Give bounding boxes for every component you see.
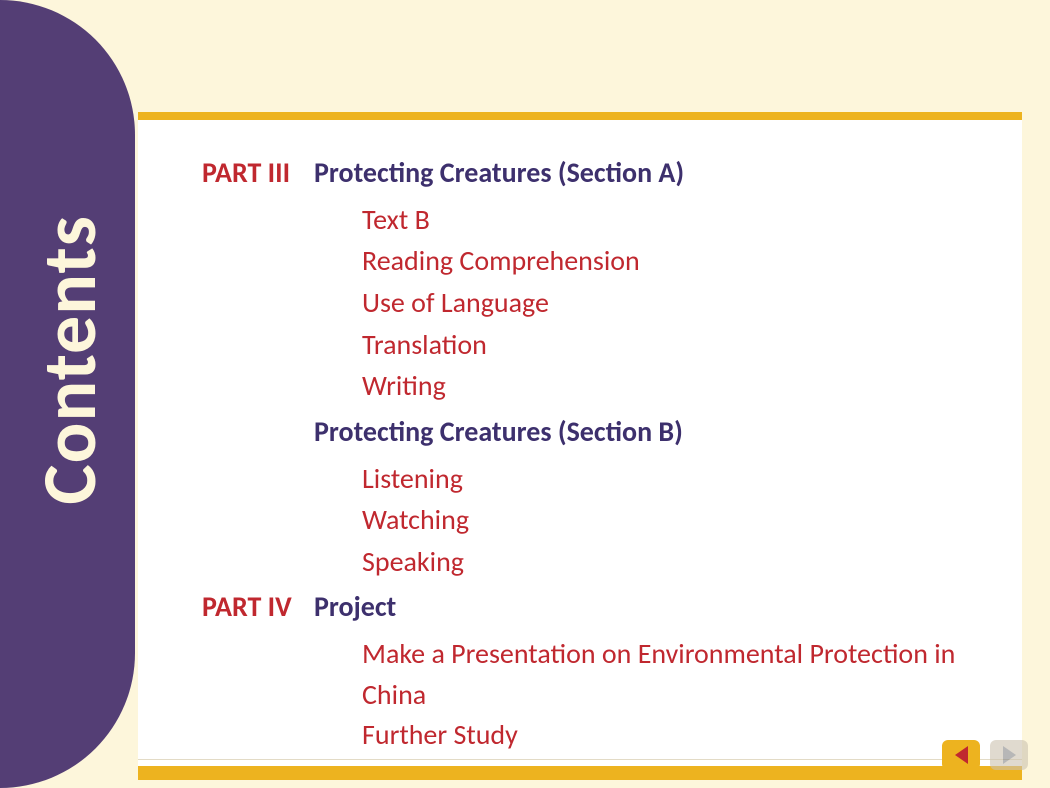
- section-title: Protecting Creatures (Section A): [314, 154, 684, 192]
- footer-gold-bar: [138, 766, 1022, 780]
- toc-item[interactable]: Text B: [362, 200, 974, 241]
- toc-item[interactable]: Writing: [362, 366, 974, 407]
- divider-thin: [138, 759, 1022, 760]
- toc-item[interactable]: Further Study: [362, 715, 974, 756]
- part-heading-row: PART III Protecting Creatures (Section A…: [202, 154, 974, 192]
- toc-item[interactable]: Use of Language: [362, 283, 974, 324]
- divider-gold: [138, 112, 1022, 120]
- section-title: Project: [314, 588, 396, 626]
- next-button[interactable]: [990, 740, 1028, 770]
- arrow-right-icon: [1003, 746, 1016, 764]
- arrow-left-icon: [955, 746, 968, 764]
- header-spacer: [135, 18, 1025, 110]
- section-title: Protecting Creatures (Section B): [314, 413, 683, 451]
- contents-heading: Contents: [24, 215, 116, 505]
- toc-item[interactable]: Watching: [362, 500, 974, 541]
- toc-item[interactable]: Make a Presentation on Environmental Pro…: [362, 634, 974, 715]
- content-panel: PART III Protecting Creatures (Section A…: [138, 120, 1022, 768]
- part-heading-row: PART IV Project: [202, 588, 974, 626]
- toc-item[interactable]: Listening: [362, 459, 974, 500]
- toc-item[interactable]: Translation: [362, 325, 974, 366]
- toc-item[interactable]: Reading Comprehension: [362, 241, 974, 282]
- part-label: PART IV: [202, 588, 314, 626]
- nav-button-group: [942, 740, 1028, 770]
- part-label: PART III: [202, 154, 314, 192]
- part-heading-row: Protecting Creatures (Section B): [202, 413, 974, 451]
- toc-item[interactable]: Speaking: [362, 542, 974, 583]
- prev-button[interactable]: [942, 740, 980, 770]
